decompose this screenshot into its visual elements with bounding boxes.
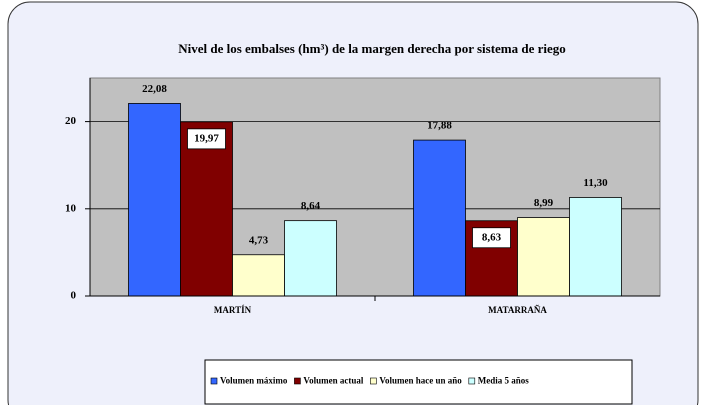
y-tick-label: 0 xyxy=(71,290,77,302)
bar xyxy=(232,254,285,297)
x-tick-label: MARTÍN xyxy=(214,305,252,315)
legend-swatch xyxy=(468,377,476,385)
legend-swatch xyxy=(370,377,377,385)
bar xyxy=(180,121,233,297)
y-tick-label: 10 xyxy=(65,202,77,214)
value-label: 4,73 xyxy=(249,234,269,246)
value-label: 8,63 xyxy=(482,231,502,243)
value-label: 8,64 xyxy=(301,200,321,212)
value-label: 11,30 xyxy=(583,177,608,189)
legend-label: Media 5 años xyxy=(478,376,530,386)
value-label-box xyxy=(472,227,511,249)
value-label: 17,88 xyxy=(427,120,452,132)
bar xyxy=(128,103,181,297)
legend-swatch xyxy=(294,377,301,385)
legend-label: Volumen actual xyxy=(303,376,363,386)
legend-label: Volumen hace un año xyxy=(379,376,462,386)
legend xyxy=(204,359,633,405)
y-tick-label: 20 xyxy=(65,115,77,127)
bar xyxy=(284,220,337,297)
bar xyxy=(413,139,466,297)
bar xyxy=(569,197,622,297)
value-label: 22,08 xyxy=(142,83,167,95)
chart-title: Nivel de los embalses (hm³) de la margen… xyxy=(178,41,566,56)
legend-label: Volumen máximo xyxy=(220,376,288,386)
x-tick-label: MATARRAÑA xyxy=(488,305,547,315)
value-label-box xyxy=(187,128,226,150)
bar xyxy=(517,217,570,297)
value-label: 19,97 xyxy=(194,132,219,144)
value-label: 8,99 xyxy=(534,197,554,209)
legend-swatch xyxy=(210,377,218,385)
